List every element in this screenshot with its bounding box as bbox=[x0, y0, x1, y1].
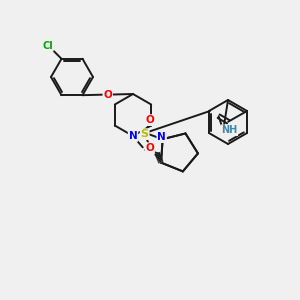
Text: Cl: Cl bbox=[42, 41, 53, 51]
Text: N: N bbox=[129, 131, 137, 141]
Text: N: N bbox=[157, 132, 166, 142]
Text: O: O bbox=[145, 115, 154, 125]
Text: O: O bbox=[145, 143, 154, 153]
Text: S: S bbox=[141, 129, 149, 139]
Text: NH: NH bbox=[221, 125, 237, 135]
Text: O: O bbox=[103, 90, 112, 100]
